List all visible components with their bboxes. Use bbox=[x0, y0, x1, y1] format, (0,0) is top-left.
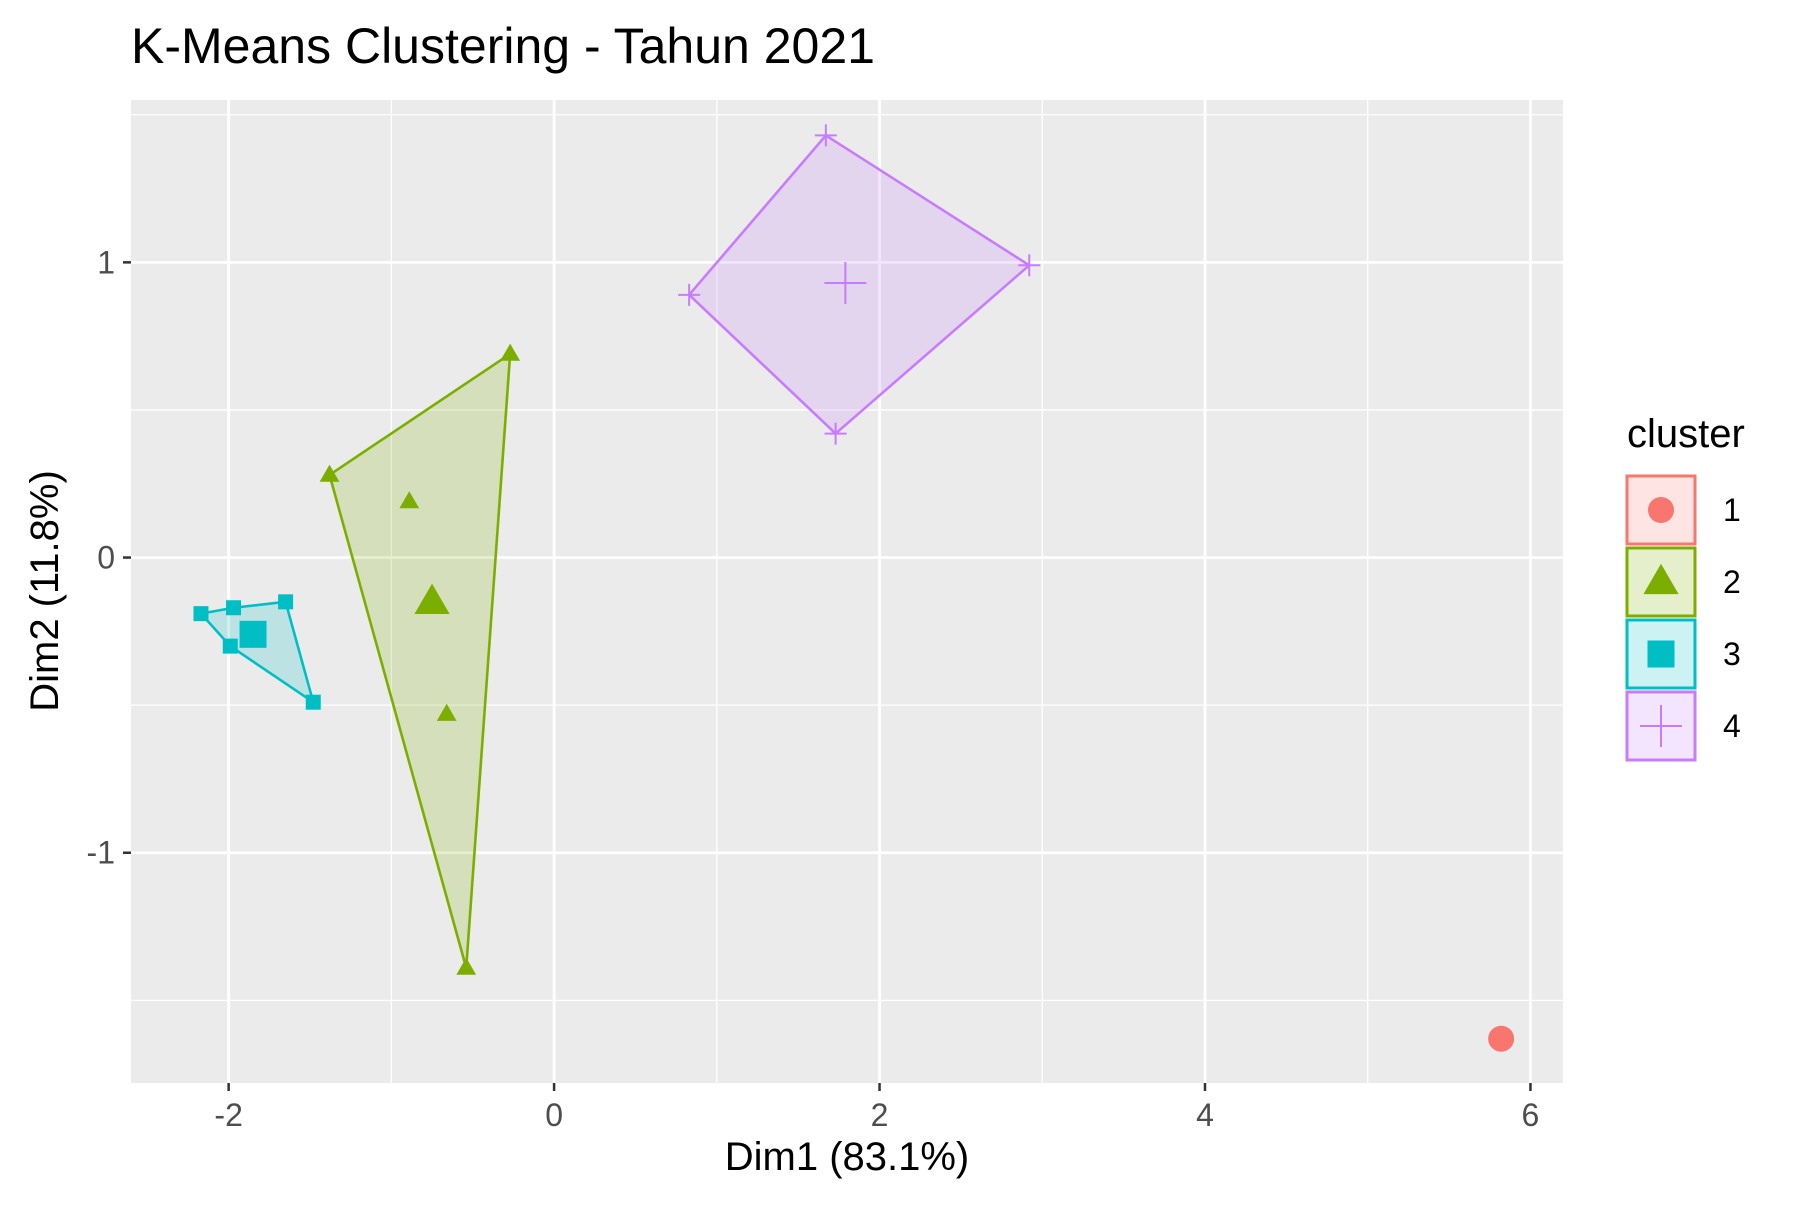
cluster-2-point bbox=[319, 464, 340, 482]
legend-label-3: 3 bbox=[1723, 636, 1741, 672]
legend-marker-2 bbox=[1643, 563, 1679, 595]
cluster-4-point bbox=[678, 283, 701, 306]
legend-label-4: 4 bbox=[1723, 708, 1741, 744]
grid-minor bbox=[131, 100, 1563, 1083]
y-axis-title: Dim2 (11.8%) bbox=[23, 470, 67, 712]
x-tick-label: 2 bbox=[871, 1097, 889, 1133]
plot-panel bbox=[131, 100, 1563, 1083]
x-axis-title: Dim1 (83.1%) bbox=[725, 1135, 970, 1179]
x-tick-label: 4 bbox=[1196, 1097, 1214, 1133]
x-tick-label: 0 bbox=[545, 1097, 563, 1133]
y-tick-label: 1 bbox=[97, 244, 115, 280]
cluster-2-point bbox=[500, 343, 521, 361]
cluster-points bbox=[193, 124, 1515, 1052]
legend-marker-1 bbox=[1648, 497, 1674, 523]
legend: cluster 1 2 3 4 bbox=[1625, 412, 1745, 762]
chart-title: K-Means Clustering - Tahun 2021 bbox=[131, 18, 875, 74]
cluster-3-point bbox=[193, 606, 209, 622]
cluster-2-point bbox=[436, 703, 457, 721]
cluster-4-point bbox=[814, 124, 837, 147]
cluster-2-center bbox=[414, 583, 450, 614]
x-tick-label: -2 bbox=[214, 1097, 242, 1133]
legend-marker-3 bbox=[1647, 640, 1675, 668]
cluster-3-center bbox=[239, 620, 267, 648]
cluster-4-center bbox=[824, 262, 867, 305]
cluster-3-point bbox=[278, 594, 294, 610]
y-tick-label: -1 bbox=[87, 835, 115, 871]
cluster-3-point bbox=[305, 694, 321, 710]
cluster-3-point bbox=[226, 600, 242, 616]
cluster-3-point bbox=[222, 638, 238, 654]
y-axis: -1 0 1 bbox=[87, 244, 131, 871]
cluster-4-point bbox=[824, 422, 847, 445]
legend-label-2: 2 bbox=[1723, 564, 1741, 600]
cluster-hull-2 bbox=[328, 352, 512, 970]
legend-title: cluster bbox=[1627, 412, 1745, 456]
cluster-2-point bbox=[399, 491, 420, 509]
cluster-2-point bbox=[456, 957, 477, 975]
y-tick-label: 0 bbox=[97, 540, 115, 576]
x-axis: -2 0 2 4 6 bbox=[214, 1083, 1539, 1133]
x-tick-label: 6 bbox=[1522, 1097, 1540, 1133]
legend-label-1: 1 bbox=[1723, 492, 1741, 528]
cluster-4-point bbox=[1018, 254, 1041, 277]
legend-marker-4 bbox=[1640, 705, 1682, 747]
grid-major bbox=[131, 100, 1563, 1083]
cluster-1-point bbox=[1488, 1025, 1515, 1052]
